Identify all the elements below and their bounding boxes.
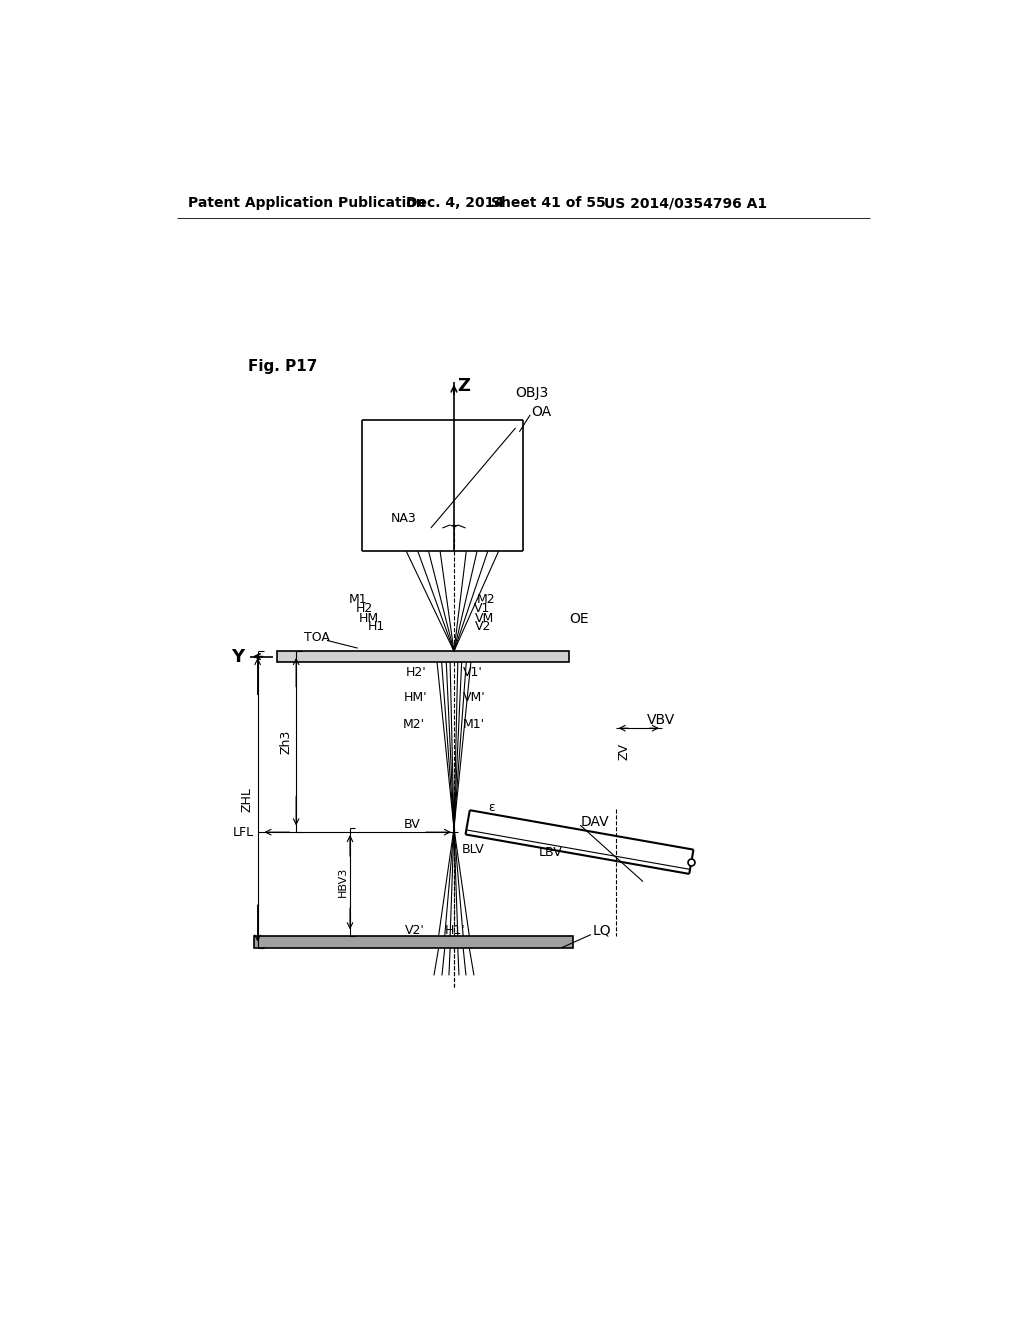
Text: H1': H1' [444, 924, 466, 937]
Text: V1: V1 [474, 602, 490, 615]
Text: M1: M1 [349, 593, 368, 606]
Text: HM': HM' [403, 690, 428, 704]
Text: ZHL: ZHL [241, 787, 254, 812]
Text: TOA: TOA [304, 631, 330, 644]
Text: NA3: NA3 [391, 512, 417, 525]
Text: Patent Application Publication: Patent Application Publication [188, 197, 426, 210]
Text: Y: Y [231, 648, 245, 665]
Text: V1': V1' [463, 667, 483, 680]
Text: OBJ3: OBJ3 [515, 387, 549, 400]
Text: BV: BV [403, 818, 420, 832]
Text: H2: H2 [356, 602, 373, 615]
Text: OA: OA [531, 405, 551, 420]
Text: HBV3: HBV3 [338, 867, 348, 898]
Text: VBV: VBV [646, 714, 675, 727]
Text: HM: HM [358, 611, 379, 624]
Text: M1': M1' [463, 718, 485, 731]
Text: Z: Z [457, 376, 470, 395]
Text: ZV: ZV [617, 743, 631, 760]
Text: Fig. P17: Fig. P17 [248, 359, 317, 374]
Text: H1: H1 [368, 620, 385, 634]
Text: BLV: BLV [462, 843, 484, 857]
Text: H2': H2' [407, 667, 427, 680]
Text: Zh3: Zh3 [280, 730, 292, 754]
Bar [254, 936, 573, 948]
Text: VM: VM [475, 611, 494, 624]
Text: V2': V2' [404, 924, 425, 937]
Text: US 2014/0354796 A1: US 2014/0354796 A1 [604, 197, 767, 210]
Text: LQ: LQ [593, 924, 611, 937]
Text: VM': VM' [463, 690, 486, 704]
Text: OE: OE [569, 612, 589, 626]
Text: LFL: LFL [232, 825, 254, 838]
Text: DAV: DAV [581, 816, 609, 829]
Text: M2: M2 [477, 593, 496, 606]
Text: Sheet 41 of 55: Sheet 41 of 55 [490, 197, 605, 210]
Bar [276, 651, 569, 663]
Text: M2': M2' [403, 718, 425, 731]
Text: Dec. 4, 2014: Dec. 4, 2014 [407, 197, 505, 210]
Text: ε: ε [488, 801, 496, 814]
Text: V2: V2 [475, 620, 492, 634]
Text: LBV: LBV [539, 846, 562, 859]
